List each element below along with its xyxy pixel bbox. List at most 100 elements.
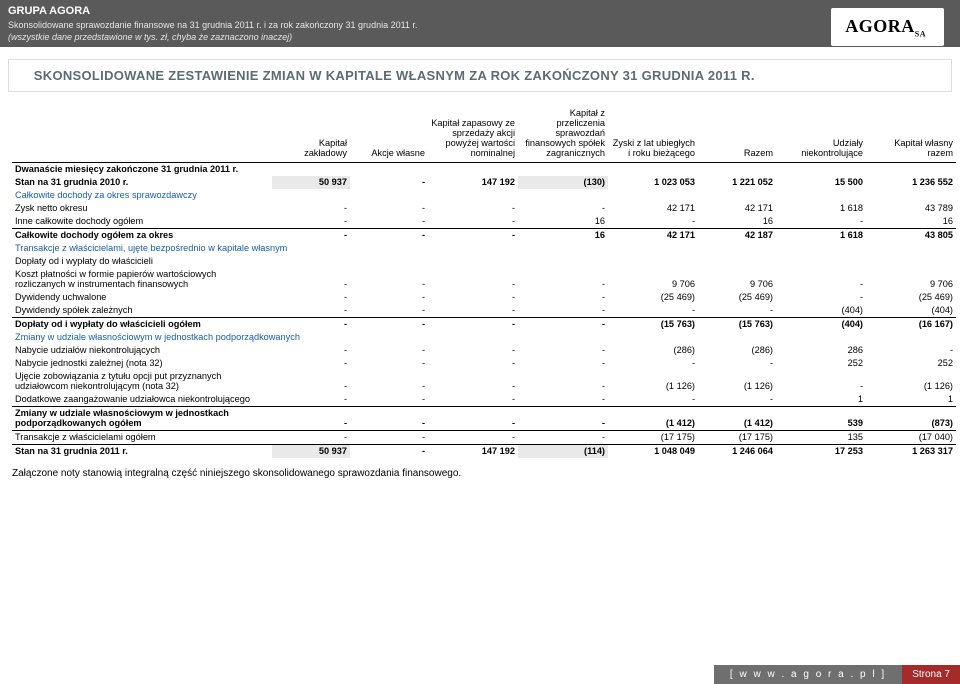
table-cell: 42 171 [698,202,776,215]
table-cell: (1 412) [608,406,698,430]
table-cell: - [350,268,428,291]
table-cell: 42 187 [698,228,776,242]
table-cell: 1 618 [776,202,866,215]
table-cell: 1 236 552 [866,176,956,189]
table-cell: - [518,370,608,393]
row-label: Dopłaty od i wypłaty do właścicieli [12,255,956,268]
col-header: Kapitał własny razem [866,106,956,162]
table-cell: - [350,215,428,229]
table-cell: - [350,357,428,370]
table-cell: - [350,393,428,407]
table-cell: - [272,228,350,242]
table-cell: - [272,357,350,370]
document-header: GRUPA AGORA Skonsolidowane sprawozdanie … [0,0,960,47]
table-cell: - [776,215,866,229]
table-cell: - [608,393,698,407]
table-cell: - [272,370,350,393]
table-cell: - [272,202,350,215]
table-row: Całkowite dochody ogółem za okres---1642… [12,228,956,242]
table-cell: - [350,176,428,189]
table-cell: (25 469) [698,291,776,304]
table-cell: (1 126) [698,370,776,393]
table-cell: - [518,291,608,304]
equity-changes-table: Kapitał zakładowy Akcje własne Kapitał z… [12,106,956,458]
col-header: Kapitał zapasowy ze sprzedaży akcji powy… [428,106,518,162]
section-title: SKONSOLIDOWANE ZESTAWIENIE ZMIAN W KAPIT… [24,60,765,91]
table-cell: - [866,344,956,357]
table-row: Dopłaty od i wypłaty do właścicieli [12,255,956,268]
table-cell: 42 171 [608,228,698,242]
table-cell: - [518,406,608,430]
table-cell: 1 048 049 [608,444,698,458]
table-cell: (25 469) [866,291,956,304]
table-row: Zmiany w udziale własnościowym w jednost… [12,331,956,344]
table-cell: - [272,393,350,407]
table-header-row: Kapitał zakładowy Akcje własne Kapitał z… [12,106,956,162]
table-cell: - [272,304,350,318]
row-label: Inne całkowite dochody ogółem [12,215,272,229]
table-cell: - [518,344,608,357]
row-label: Zysk netto okresu [12,202,272,215]
row-label: Całkowite dochody za okres sprawozdawczy [12,189,956,202]
table-cell: - [698,304,776,318]
table-cell: - [350,317,428,331]
table-row: Zmiany w udziale własnościowym w jednost… [12,406,956,430]
table-cell: 1 023 053 [608,176,698,189]
table-cell: - [518,268,608,291]
row-label: Stan na 31 grudnia 2010 r. [12,176,272,189]
page-footer: [ w w w . a g o r a . p l ] Strona 7 [714,665,960,684]
table-cell: (17 175) [608,430,698,444]
table-cell: 135 [776,430,866,444]
table-row: Stan na 31 grudnia 2010 r.50 937-147 192… [12,176,956,189]
table-cell: (404) [866,304,956,318]
table-cell: (17 040) [866,430,956,444]
table-cell: 1 618 [776,228,866,242]
table-cell: (873) [866,406,956,430]
table-cell: (25 469) [608,291,698,304]
table-row: Całkowite dochody za okres sprawozdawczy [12,189,956,202]
table-cell: (15 763) [608,317,698,331]
row-label: Koszt płatności w formie papierów wartoś… [12,268,272,291]
table-cell: 9 706 [698,268,776,291]
table-cell: - [776,268,866,291]
table-cell: - [518,202,608,215]
footer-page-number: Strona 7 [902,665,960,684]
table-row: Nabycie udziałów niekontrolujących----(2… [12,344,956,357]
table-cell: 1 246 064 [698,444,776,458]
col-header: Kapitał zakładowy [272,106,350,162]
col-header: Udziały niekontrolujące [776,106,866,162]
table-cell: 539 [776,406,866,430]
table-cell: (16 167) [866,317,956,331]
table-cell: - [272,291,350,304]
table-cell: 9 706 [866,268,956,291]
row-label: Nabycie jednostki zależnej (nota 32) [12,357,272,370]
row-label: Dywidendy uchwalone [12,291,272,304]
table-cell: 252 [866,357,956,370]
table-cell: 286 [776,344,866,357]
table-cell: (286) [698,344,776,357]
table-cell: - [518,357,608,370]
table-cell: - [350,370,428,393]
table-cell: (404) [776,317,866,331]
header-subtitle-2: (wszystkie dane przedstawione w tys. zł,… [8,32,292,42]
table-cell: - [350,304,428,318]
table-cell: 16 [518,215,608,229]
row-label: Dodatkowe zaangażowanie udziałowca nieko… [12,393,272,407]
table-cell: 16 [866,215,956,229]
table-cell: (286) [608,344,698,357]
table-cell: - [350,228,428,242]
table-row: Transakcje z właścicielami ogółem----(17… [12,430,956,444]
table-cell: - [608,215,698,229]
table-cell: - [428,317,518,331]
table-cell: 16 [698,215,776,229]
table-row: Ujęcie zobowiązania z tytułu opcji put p… [12,370,956,393]
table-cell: - [776,370,866,393]
table-row: Nabycie jednostki zależnej (nota 32)----… [12,357,956,370]
logo-sa: SA [915,30,926,39]
table-cell: 1 [866,393,956,407]
company-name: GRUPA AGORA [8,4,952,19]
table-cell: - [428,344,518,357]
table-cell: - [272,430,350,444]
row-label: Nabycie udziałów niekontrolujących [12,344,272,357]
table-cell: 9 706 [608,268,698,291]
